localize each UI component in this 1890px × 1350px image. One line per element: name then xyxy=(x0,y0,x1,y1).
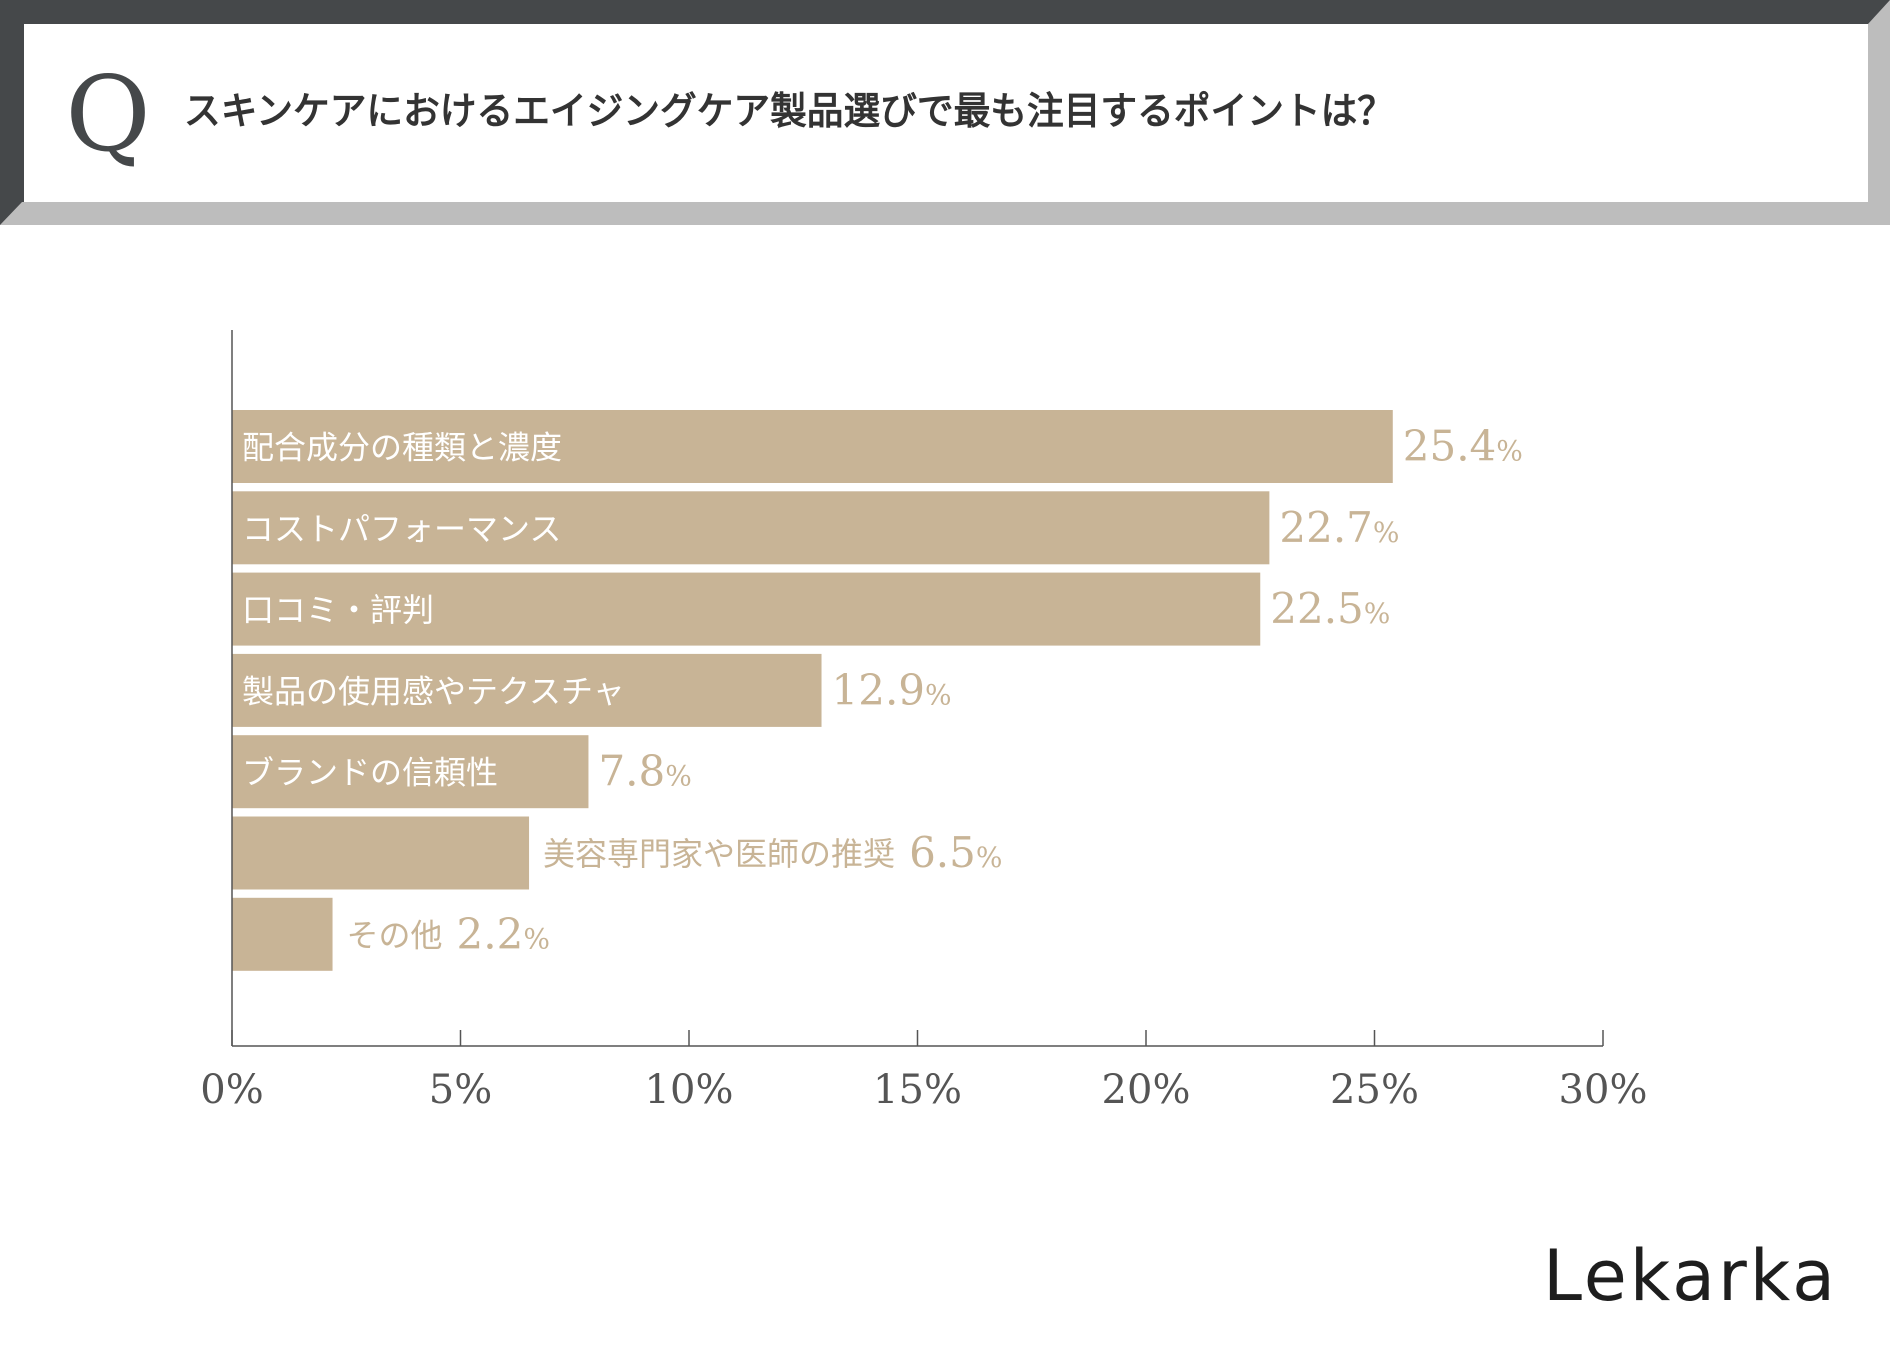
value-label-1: 25.4% xyxy=(1403,422,1523,471)
value-label-7: 2.2% xyxy=(457,909,550,958)
bar-5 xyxy=(232,735,589,809)
category-label-1: 配合成分の種類と濃度 xyxy=(242,429,562,467)
bars-layer: 配合成分の種類と濃度 25.4% コストパフォーマンス 22.7% 口コミ・評判 22.5… xyxy=(232,410,1523,971)
chart-canvas: 配合成分の種類と濃度 25.4% コストパフォーマンス 22.7% 口コミ・評判 22.5… xyxy=(200,330,1647,1113)
bar-3 xyxy=(232,572,1261,646)
question-box xyxy=(24,24,1868,202)
x-tick-label-1: 5% xyxy=(429,1067,492,1113)
bar-chart: 配合成分の種類と濃度 25.4% コストパフォーマンス 22.7% 口コミ・評判 22.5… xyxy=(0,230,1890,1230)
question-text: スキンケアにおけるエイジングケア製品選びで最も注目するポイントは？ xyxy=(184,88,1394,133)
bar-7 xyxy=(232,897,333,971)
category-label-5: ブランドの信頼性 xyxy=(242,754,498,792)
bar-2 xyxy=(232,491,1270,565)
bar-4 xyxy=(232,653,822,727)
x-tick-label-3: 15% xyxy=(873,1067,962,1113)
question-header: Q スキンケアにおけるエイジングケア製品選びで最も注目するポイントは？ xyxy=(0,0,1890,230)
value-label-2: 22.7% xyxy=(1279,503,1399,552)
x-tick-label-4: 20% xyxy=(1102,1067,1191,1113)
header-frame: Q スキンケアにおけるエイジングケア製品選びで最も注目するポイントは？ xyxy=(0,0,1890,225)
brand-logo: Lekarka xyxy=(1542,1235,1838,1317)
category-label-7: その他 xyxy=(347,916,443,954)
x-tick-label-0: 0% xyxy=(200,1067,263,1113)
value-label-3: 22.5% xyxy=(1270,584,1390,633)
bar-6 xyxy=(232,816,530,890)
category-label-4: 製品の使用感やテクスチャ xyxy=(242,672,625,710)
value-label-4: 12.9% xyxy=(832,665,952,714)
x-axis: 0% 5% 10% 15% 20% 25% 30% xyxy=(200,330,1647,1113)
frame-light-border xyxy=(0,0,1890,225)
x-tick-label-6: 30% xyxy=(1559,1067,1648,1113)
bar-1 xyxy=(232,410,1393,483)
value-label-5: 7.8% xyxy=(598,747,691,796)
q-mark: Q xyxy=(65,53,150,175)
x-tick-label-5: 25% xyxy=(1330,1067,1419,1113)
x-tick-label-2: 10% xyxy=(645,1067,734,1113)
category-label-6: 美容専門家や医師の推奨 xyxy=(543,835,895,873)
value-label-6: 6.5% xyxy=(909,828,1002,877)
category-label-2: コストパフォーマンス xyxy=(242,510,561,548)
category-label-3: 口コミ・評判 xyxy=(242,591,434,629)
